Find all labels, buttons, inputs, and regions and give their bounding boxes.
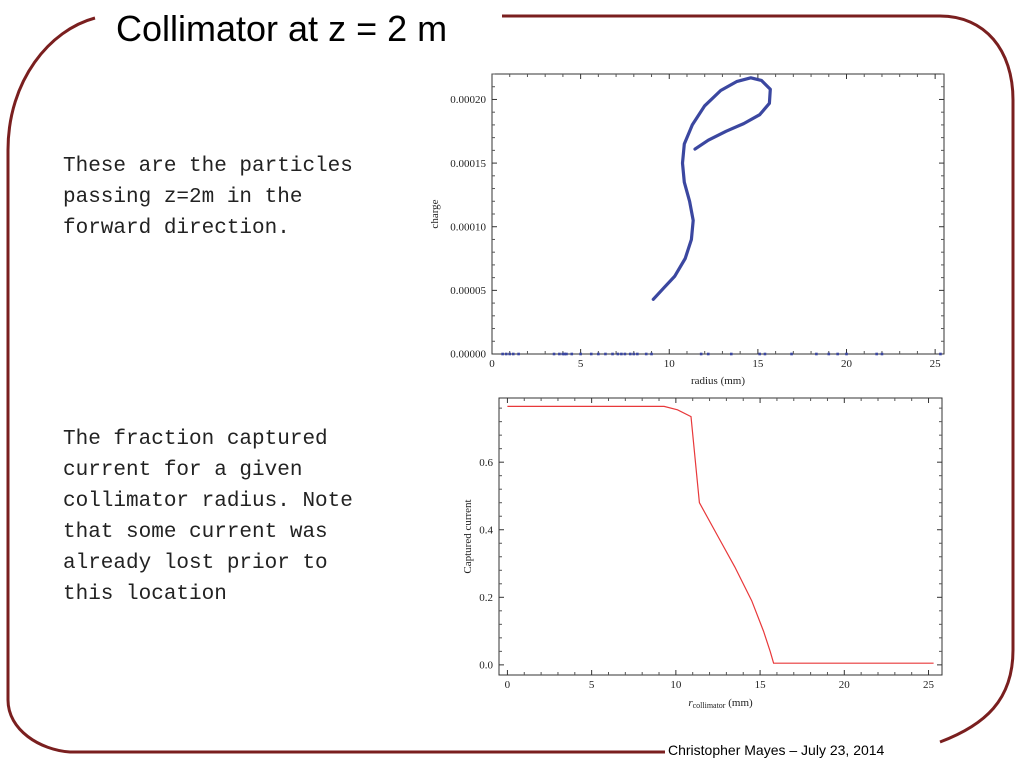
charge-vs-radius-chart: 0 5 10 15 20 25 0.00000 0.00005 0.00010 0.00015 0.… [429,73,945,387]
x-axis-label: radius (mm) [691,375,745,387]
x-tick-label: 0 [505,679,511,691]
charge-point [650,352,653,356]
frame-right-border [502,14,1015,744]
plot-frame [491,73,945,355]
y-tick-label: 0.0 [479,660,493,672]
y-tick-label: 0.00000 [450,349,486,361]
frame-left-border [6,16,665,754]
y-tick-label: 0.4 [479,524,493,536]
charge-point [815,352,818,356]
y-tick-label: 0.00020 [450,94,486,106]
x-tick-label: 10 [664,358,676,370]
x-tick-label: 10 [670,679,682,691]
x-tick-label: 20 [839,679,851,691]
y-tick-label: 0.2 [479,592,493,604]
x-tick-label: 25 [923,679,935,691]
charge-point [632,352,636,356]
charge-point [763,352,767,356]
charge-point [565,352,568,356]
charge-point [699,352,703,356]
charge-point [790,352,793,356]
footer-text: Christopher Mayes – July 23, 2014 [668,742,885,758]
x-tick-label: 20 [841,358,853,370]
charge-point [558,352,561,356]
plot-frame [498,397,943,676]
x-tick-label: 25 [930,358,942,370]
charge-point [501,352,504,356]
charge-point [758,352,761,356]
y-tick-label: 0.00010 [450,221,486,233]
y-axis-label: charge [429,199,441,228]
captured-current-curve [507,405,934,664]
charge-point [563,352,566,356]
charge-point [729,352,733,356]
charge-point [636,352,639,356]
charge-point [836,352,839,356]
charge-point [517,352,520,356]
y-axis-label: Captured current [462,499,474,573]
captured-current-chart: 0 5 10 15 20 25 0.0 0.2 0.4 0.6 rcollimator (mm) Ca… [462,397,943,710]
charge-point [706,352,710,356]
charge-point [579,352,582,356]
charge-point [628,352,632,356]
x-tick-label: 15 [752,358,764,370]
x-axis-label: rcollimator (mm) [688,697,753,710]
x-tick-label: 0 [489,358,495,370]
charge-curve [651,76,772,301]
charge-point [616,352,620,356]
charge-point [597,352,600,356]
charge-point [589,352,593,356]
description-text-2: The fraction captured current for a give… [63,428,353,606]
charge-point [827,352,831,356]
x-tick-label: 5 [578,358,584,370]
x-tick-label: 15 [755,679,767,691]
charge-point [845,352,848,356]
slide-title: Collimator at z = 2 m [116,8,448,49]
x-tick-label: 5 [589,679,595,691]
y-tick-label: 0.6 [479,457,493,469]
charge-point [508,352,512,356]
charge-point [561,352,565,356]
charge-point [939,352,942,356]
charge-point [875,352,878,356]
charge-point [880,352,884,356]
charge-point [644,352,648,356]
charge-point [604,352,607,356]
charge-point [504,352,508,356]
charge-point [570,352,574,356]
charge-point [623,352,627,356]
charge-point [611,352,614,356]
y-tick-label: 0.00015 [450,158,486,170]
charge-point [511,352,515,356]
description-text-1: These are the particles passing z=2m in … [63,155,353,240]
charge-point [552,352,556,356]
charge-point [620,352,623,356]
y-tick-label: 0.00005 [450,285,486,297]
